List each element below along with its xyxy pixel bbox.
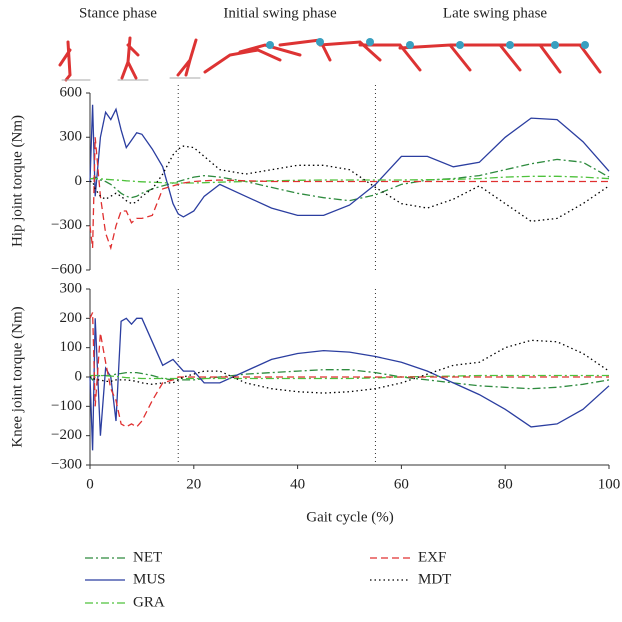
stick-figures [58,36,602,82]
phase-label: Late swing phase [443,5,547,21]
series-line [89,104,610,218]
x-tick-label: 40 [290,476,305,492]
y-axis-label: Hip joint torque (Nm) [9,115,25,247]
x-tick-label: 80 [498,476,513,492]
y-tick-label: 0 [75,368,83,384]
series-line [90,175,610,184]
y-tick-label: −600 [51,261,82,277]
x-tick-label: 100 [598,476,621,492]
legend-label: NET [133,549,162,565]
series-line [89,317,610,451]
series-line [90,374,609,380]
y-tick-label: 600 [60,84,83,100]
y-tick-label: −200 [51,427,82,443]
phase-label: Initial swing phase [223,5,337,21]
x-axis-label: Gait cycle (%) [306,509,393,525]
x-tick-label: 20 [186,476,201,492]
figure-heads [266,38,589,49]
phase-label: Stance phase [79,5,157,21]
legend-label: MDT [418,571,451,587]
y-tick-label: 300 [60,129,83,145]
y-tick-label: 100 [60,339,83,355]
x-tick-label: 60 [394,476,409,492]
legend-label: EXF [418,549,446,565]
y-axis-label: Knee joint torque (Nm) [9,306,25,447]
y-tick-label: −300 [51,217,82,233]
y-tick-label: 200 [60,310,83,326]
series-line [89,312,609,428]
legend-label: MUS [133,571,166,587]
series-line [89,137,609,251]
series-line [89,369,610,390]
y-tick-label: −300 [51,456,82,472]
y-tick-label: 300 [60,280,83,296]
y-tick-label: 0 [75,173,83,189]
series-line [90,145,610,222]
y-tick-label: −100 [51,398,82,414]
series-line [90,158,610,202]
x-tick-label: 0 [86,476,94,492]
legend-label: GRA [133,594,165,610]
series-line [90,339,610,394]
